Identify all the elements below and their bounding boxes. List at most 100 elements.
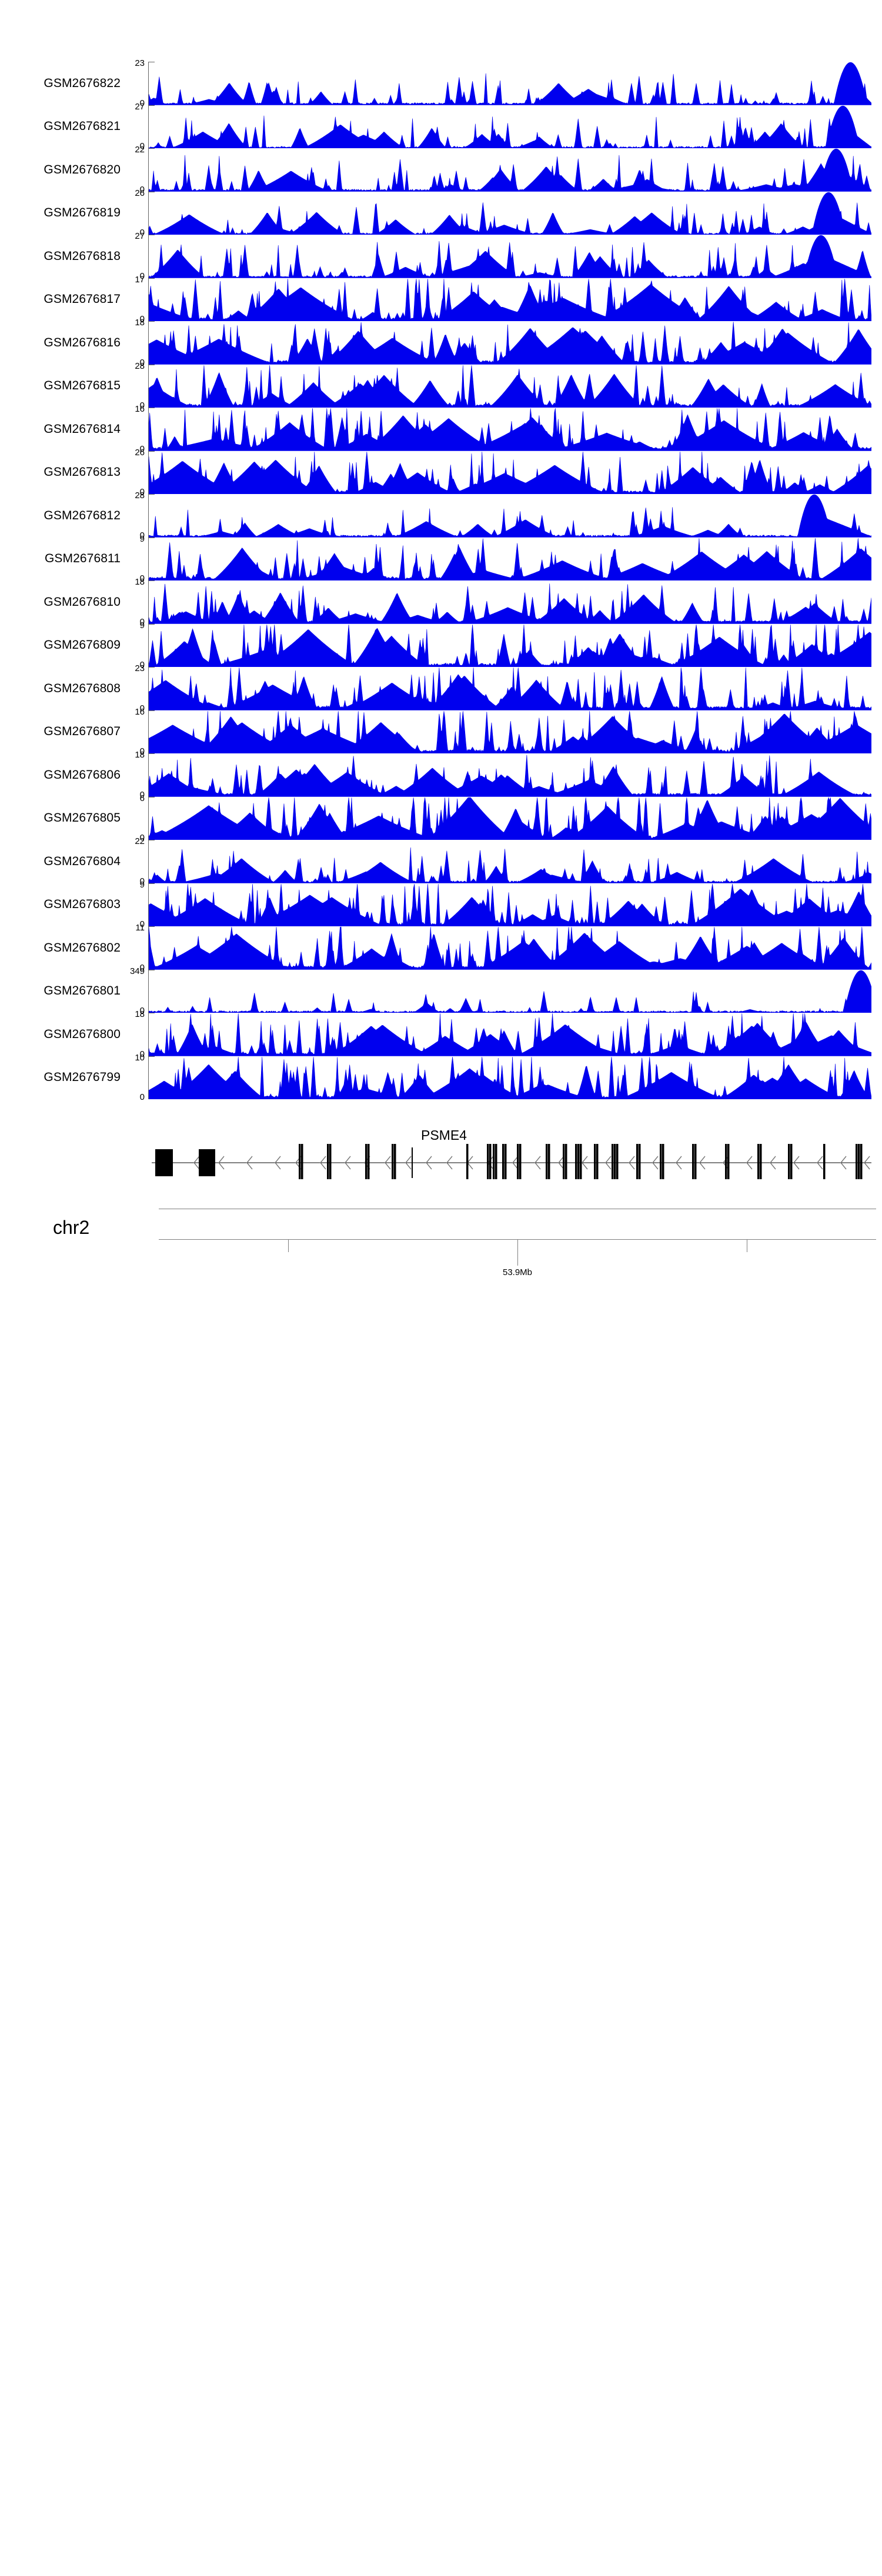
coverage-track[interactable]: GSM2676808 23 0 — [0, 664, 882, 713]
gene-exon — [546, 1144, 548, 1179]
gene-annotation-track[interactable]: PSME4 — [0, 1127, 882, 1179]
coverage-plot-area[interactable] — [149, 408, 871, 451]
strand-arrow — [558, 1156, 564, 1170]
coverage-plot-area[interactable] — [149, 451, 871, 494]
gene-exon — [329, 1144, 332, 1179]
coverage-area — [149, 668, 871, 710]
coverage-track[interactable]: GSM2676801 349 0 — [0, 967, 882, 1015]
coverage-plot-area[interactable] — [149, 192, 871, 235]
y-axis-min-label: 0 — [139, 919, 145, 929]
y-axis-tick-max — [148, 321, 155, 322]
y-axis-min-label: 0 — [139, 443, 145, 454]
track-label-container: GSM2676806 — [0, 753, 121, 797]
coverage-plot-area[interactable] — [149, 926, 871, 970]
gene-utr-block — [199, 1149, 215, 1176]
gene-exon — [299, 1144, 301, 1179]
y-axis-labels: 16 0 — [112, 708, 145, 756]
y-axis-tick-max — [148, 451, 155, 452]
coverage-track[interactable]: GSM2676814 16 0 — [0, 405, 882, 454]
y-axis-tick-max — [148, 753, 155, 754]
coverage-track[interactable]: GSM2676817 17 0 — [0, 275, 882, 323]
strand-arrow — [793, 1156, 800, 1170]
y-axis-labels: 23 0 — [112, 664, 145, 713]
track-label-container: GSM2676822 — [0, 62, 121, 105]
coverage-plot-area[interactable] — [149, 796, 871, 840]
coverage-plot-area[interactable] — [149, 710, 871, 753]
coverage-plot-area[interactable] — [149, 580, 871, 624]
coverage-track[interactable]: GSM2676820 22 0 — [0, 145, 882, 194]
track-label-container: GSM2676809 — [0, 624, 121, 668]
coverage-track[interactable]: GSM2676810 18 0 — [0, 578, 882, 626]
track-label-container: GSM2676804 — [0, 840, 121, 883]
coverage-plot-area[interactable] — [149, 1056, 871, 1099]
y-axis-min-label: 0 — [139, 746, 145, 756]
track-sample-label: GSM2676810 — [44, 595, 121, 609]
coverage-area — [149, 538, 871, 580]
y-axis-min-label: 0 — [139, 530, 145, 540]
y-axis-min-label: 0 — [139, 1049, 145, 1059]
y-axis-min-label: 0 — [139, 789, 145, 800]
coverage-plot-area[interactable] — [149, 624, 871, 667]
gene-exon — [301, 1144, 303, 1179]
coverage-track[interactable]: GSM2676804 22 0 — [0, 837, 882, 886]
strand-arrow — [246, 1156, 253, 1170]
y-axis-line — [148, 796, 149, 840]
coverage-plot-area[interactable] — [149, 538, 871, 580]
gene-exon — [860, 1144, 863, 1179]
coverage-plot-area[interactable] — [149, 235, 871, 278]
coverage-track[interactable]: GSM2676821 27 0 — [0, 101, 882, 151]
coverage-track[interactable]: GSM2676822 23 0 — [0, 59, 882, 108]
y-axis-line — [148, 321, 149, 365]
coverage-plot-area[interactable] — [149, 883, 871, 926]
coverage-track[interactable]: GSM2676807 16 0 — [0, 708, 882, 756]
track-sample-label: GSM2676820 — [44, 162, 121, 176]
gene-exon — [495, 1144, 497, 1179]
coverage-track[interactable]: GSM2676799 10 0 — [0, 1053, 882, 1102]
track-sample-label: GSM2676800 — [44, 1027, 121, 1041]
y-axis-tick-max — [148, 580, 155, 581]
track-label-container: GSM2676808 — [0, 667, 121, 710]
gene-exon — [365, 1144, 368, 1179]
coverage-track[interactable]: GSM2676812 28 0 — [0, 491, 882, 540]
track-sample-label: GSM2676806 — [44, 768, 121, 782]
track-sample-label: GSM2676802 — [44, 940, 121, 955]
y-axis-min-label: 0 — [139, 1092, 145, 1102]
coverage-track[interactable]: GSM2676811 9 0 — [0, 535, 882, 583]
coverage-plot-area[interactable] — [149, 62, 871, 105]
y-axis-line — [148, 623, 149, 667]
coverage-track[interactable]: GSM2676806 18 0 — [0, 750, 882, 800]
coverage-track[interactable]: GSM2676803 9 0 — [0, 879, 882, 929]
coverage-track[interactable]: GSM2676815 28 0 — [0, 362, 882, 410]
coverage-track[interactable]: GSM2676805 6 0 — [0, 794, 882, 842]
coverage-plot-area[interactable] — [149, 667, 871, 710]
coverage-track[interactable]: GSM2676809 9 0 — [0, 621, 882, 669]
y-axis-labels: 18 0 — [112, 318, 145, 367]
y-axis-line — [148, 753, 149, 797]
coverage-track[interactable]: GSM2676819 26 0 — [0, 189, 882, 237]
coverage-track[interactable]: GSM2676813 26 0 — [0, 448, 882, 496]
coverage-plot-area[interactable] — [149, 1013, 871, 1056]
y-axis-max-label: 27 — [135, 101, 145, 112]
coverage-plot-area[interactable] — [149, 321, 871, 365]
chromosome-ruler[interactable]: chr2 53.9Mb — [0, 1204, 882, 1280]
y-axis-max-label: 9 — [139, 879, 145, 890]
gene-exon — [505, 1144, 507, 1179]
coverage-plot-area[interactable] — [149, 753, 871, 797]
y-axis-line — [148, 710, 149, 753]
coverage-track[interactable]: GSM2676816 18 0 — [0, 318, 882, 367]
coverage-track[interactable]: GSM2676800 18 0 — [0, 1010, 882, 1059]
gene-exon — [517, 1144, 519, 1179]
y-axis-max-label: 11 — [135, 923, 145, 933]
coverage-plot-area[interactable] — [149, 365, 871, 408]
coverage-plot-area[interactable] — [149, 840, 871, 883]
coverage-plot-area[interactable] — [149, 278, 871, 321]
coverage-plot-area[interactable] — [149, 105, 871, 148]
coverage-plot-area[interactable] — [149, 970, 871, 1013]
track-label-container: GSM2676811 — [0, 538, 121, 581]
coverage-track[interactable]: GSM2676802 11 0 — [0, 923, 882, 972]
coverage-area — [149, 235, 871, 278]
coverage-track[interactable]: GSM2676818 27 0 — [0, 232, 882, 281]
coverage-plot-area[interactable] — [149, 494, 871, 538]
y-axis-labels: 18 0 — [112, 578, 145, 626]
coverage-plot-area[interactable] — [149, 148, 871, 192]
